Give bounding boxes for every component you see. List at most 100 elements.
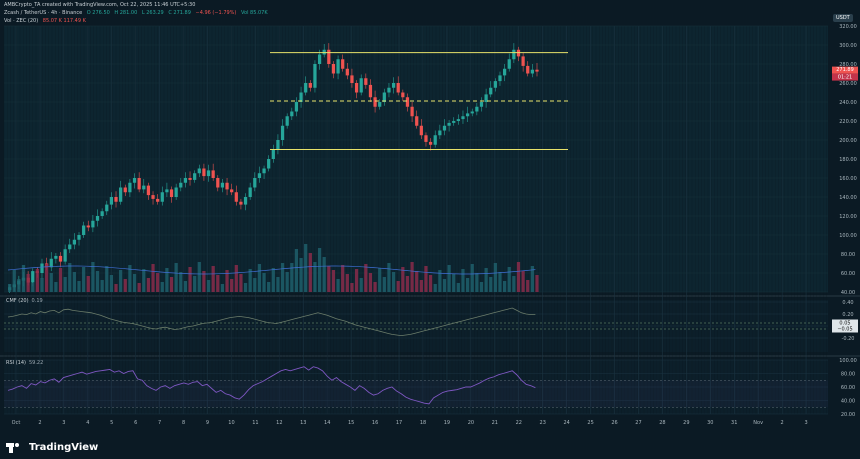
candle-body xyxy=(179,182,183,188)
x-tick-label: 4 xyxy=(86,420,89,426)
volume-bar xyxy=(35,269,39,292)
last-price-text: 271.89 xyxy=(836,67,854,73)
high-value: H 281.00 xyxy=(114,10,138,16)
rsi-value: 59.22 xyxy=(28,360,44,366)
candle-body xyxy=(174,187,178,197)
volume-bar xyxy=(373,282,377,292)
volume-bar xyxy=(354,269,359,292)
volume-bar xyxy=(276,277,280,292)
candle-body xyxy=(359,78,363,93)
volume-bar xyxy=(142,269,146,292)
volume-bar xyxy=(507,267,511,292)
volume-bar xyxy=(183,281,188,292)
candle-body xyxy=(373,97,377,107)
candle-body xyxy=(447,122,451,126)
x-tick-label: Oct xyxy=(12,420,21,426)
volume-bar xyxy=(470,264,474,292)
candle-body xyxy=(461,116,465,120)
volume-bar xyxy=(169,277,174,292)
x-tick-label: 19 xyxy=(444,420,450,426)
volume-bar xyxy=(336,279,340,292)
tradingview-logo-icon xyxy=(6,442,24,453)
volume-bar xyxy=(438,270,442,292)
volume-bar xyxy=(428,275,433,292)
volume-bar xyxy=(68,263,72,292)
header-symbol-line: Zcash / TetherUS · 4h · Binance O 276.50… xyxy=(4,10,271,16)
candle-body xyxy=(243,197,248,205)
volume-bar xyxy=(299,258,303,292)
volume-bar xyxy=(156,273,160,292)
price-tick-label: 220.00 xyxy=(839,119,857,125)
volume-bar xyxy=(179,272,183,292)
candle-body xyxy=(368,84,373,98)
candle-body xyxy=(271,149,275,159)
cmf-badge-upper-text: 0.05 xyxy=(839,321,850,327)
price-tick-label: 80.00 xyxy=(841,252,855,258)
rsi-tick-label: 20.00 xyxy=(841,412,855,418)
volume-bar xyxy=(493,263,497,292)
price-tick-label: 60.00 xyxy=(841,271,855,277)
candle-body xyxy=(95,216,100,221)
candle-body xyxy=(354,83,359,93)
candle-body xyxy=(58,255,63,262)
volume-bar xyxy=(197,262,201,292)
volume-bar xyxy=(489,277,493,292)
volume-bar xyxy=(535,275,539,292)
x-tick-label: 15 xyxy=(348,420,354,426)
candle-body xyxy=(415,116,419,126)
volume-bar xyxy=(419,280,423,292)
price-tick-label: 300.00 xyxy=(839,43,857,49)
volume-bar xyxy=(109,275,114,292)
candle-body xyxy=(142,185,146,190)
cmf-line xyxy=(7,307,536,337)
volume-bar xyxy=(391,272,396,292)
change-value: −4.96 (−1.79%) xyxy=(195,10,237,16)
candle-body xyxy=(479,102,484,107)
volume-bar xyxy=(345,274,349,292)
price-tick-label: 120.00 xyxy=(839,214,857,220)
tradingview-logo[interactable]: TradingView xyxy=(6,442,98,453)
volume-bar xyxy=(290,263,294,292)
volume-bar xyxy=(271,268,275,292)
candles-group xyxy=(8,43,539,293)
volume-bar xyxy=(174,263,178,292)
volume-bar xyxy=(484,268,488,292)
candle-body xyxy=(336,59,340,74)
volume-bar xyxy=(327,266,331,292)
header-volume-line: Vol · ZEC (20) 85.07 K 117.49 K xyxy=(4,18,89,24)
price-tick-label: 280.00 xyxy=(839,62,857,68)
volume-bar xyxy=(433,284,437,292)
volume-bar xyxy=(410,262,414,292)
volume-bar xyxy=(100,280,104,292)
volume-bar xyxy=(447,265,451,292)
candle-body xyxy=(465,113,470,117)
candle-body xyxy=(327,49,331,64)
x-tick-label: 27 xyxy=(635,420,641,426)
candle-body xyxy=(382,92,386,102)
candle-body xyxy=(521,56,525,66)
rsi-line xyxy=(7,366,536,405)
candle-body xyxy=(197,168,201,174)
x-tick-label: 8 xyxy=(182,420,185,426)
volume-bar xyxy=(211,266,215,292)
volume-bar xyxy=(12,270,16,292)
volume-bar xyxy=(45,264,49,292)
cmf-badge-upper xyxy=(832,319,858,327)
x-tick-label: 31 xyxy=(731,420,737,426)
volume-bar xyxy=(502,281,507,292)
candle-body xyxy=(424,135,428,142)
candle-body xyxy=(211,170,215,178)
volume-bar xyxy=(114,284,118,292)
x-tick-label: 28 xyxy=(659,420,665,426)
volume-bar xyxy=(137,283,141,292)
candle-body xyxy=(119,187,123,202)
candle-body xyxy=(68,244,72,250)
candle-body xyxy=(257,173,262,178)
cmf-label: CMF (20) 0.19 xyxy=(6,298,43,304)
volume-bar xyxy=(262,273,266,292)
candle-body xyxy=(285,116,289,126)
x-tick-label: 21 xyxy=(492,420,498,426)
currency-badge[interactable]: USDT xyxy=(833,14,853,22)
price-tick-label: 180.00 xyxy=(839,157,857,163)
